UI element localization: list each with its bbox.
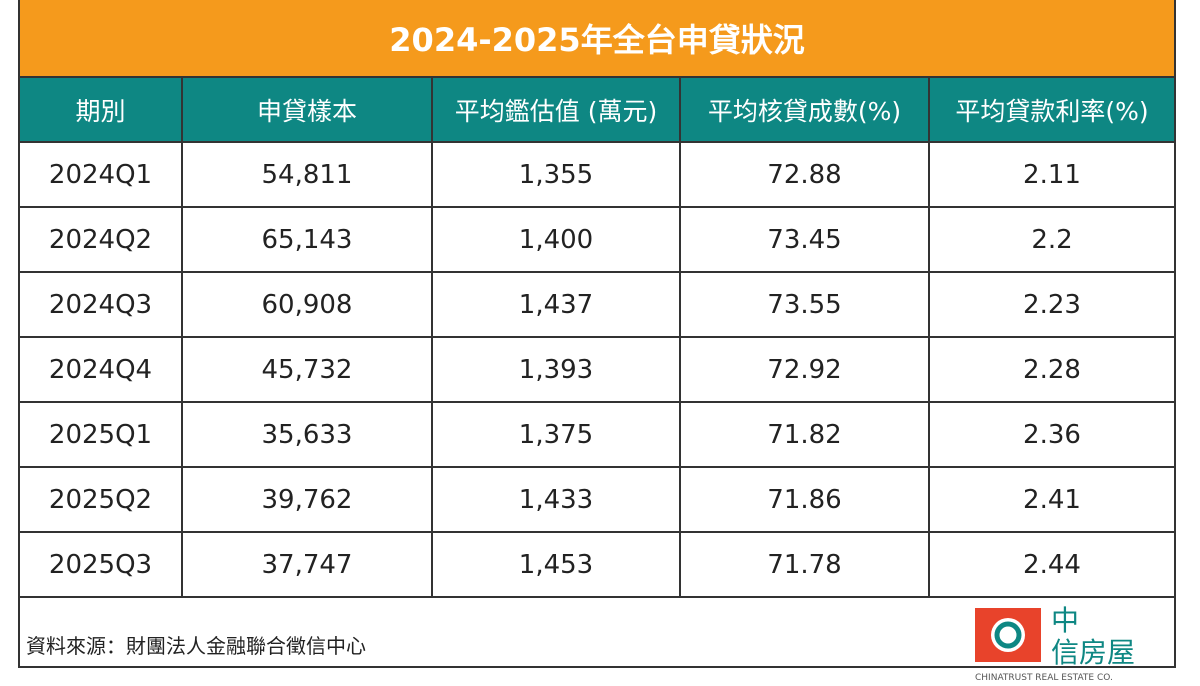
table-cell: 71.78 (679, 531, 930, 598)
table-cell: 2.36 (928, 401, 1174, 468)
table-body: 2024Q1 54,811 1,355 72.88 2.11 2024Q2 65,143 1,… (20, 141, 1174, 598)
table-cell: 45,732 (181, 336, 433, 403)
table-cell: 2.41 (928, 466, 1174, 533)
logo-mark-ring (994, 621, 1022, 649)
table-cell: 2024Q4 (20, 336, 183, 403)
table-cell: 1,355 (431, 141, 681, 208)
table-cell: 2025Q1 (20, 401, 183, 468)
table-cell: 2.23 (928, 271, 1174, 338)
table-cell: 37,747 (181, 531, 433, 598)
table-row: 2024Q2 65,143 1,400 73.45 2.2 (20, 206, 1174, 273)
column-header: 申貸樣本 (181, 78, 433, 143)
table-cell: 71.82 (679, 401, 930, 468)
table-cell: 73.45 (679, 206, 930, 273)
loan-table: 期別 申貸樣本 平均鑑估值 (萬元) 平均核貸成數(%) 平均貸款利率(%) 2024Q… (20, 78, 1174, 598)
table-cell: 54,811 (181, 141, 433, 208)
table-cell: 1,393 (431, 336, 681, 403)
table-row: 2025Q2 39,762 1,433 71.86 2.41 (20, 466, 1174, 533)
table-row: 2024Q3 60,908 1,437 73.55 2.23 (20, 271, 1174, 338)
table-cell: 39,762 (181, 466, 433, 533)
table-cell: 72.92 (679, 336, 930, 403)
column-header: 期別 (20, 78, 183, 143)
table-cell: 2.2 (928, 206, 1174, 273)
table-cell: 1,453 (431, 531, 681, 598)
footer: 資料來源：財團法人金融聯合徵信中心 中 信房屋 CHINATRUST REAL … (20, 598, 1174, 686)
table-cell: 2.28 (928, 336, 1174, 403)
table-cell: 60,908 (181, 271, 433, 338)
table-cell: 1,375 (431, 401, 681, 468)
table-cell: 1,400 (431, 206, 681, 273)
table-cell: 2.11 (928, 141, 1174, 208)
title: 2024-2025年全台申貸狀況 (20, 0, 1174, 78)
table-cell: 2024Q2 (20, 206, 183, 273)
table-cell: 2024Q1 (20, 141, 183, 208)
table-cell: 2024Q3 (20, 271, 183, 338)
table-cell: 1,433 (431, 466, 681, 533)
infographic: 2024-2025年全台申貸狀況 期別 申貸樣本 平均鑑估值 (萬元) 平均核貸成數(… (18, 0, 1176, 683)
column-header: 平均貸款利率(%) (928, 78, 1174, 143)
table-cell: 2025Q3 (20, 531, 183, 598)
table-cell: 1,437 (431, 271, 681, 338)
table-cell: 73.55 (679, 271, 930, 338)
header-row: 期別 申貸樣本 平均鑑估值 (萬元) 平均核貸成數(%) 平均貸款利率(%) (20, 78, 1174, 143)
table-cell: 72.88 (679, 141, 930, 208)
table-row: 2024Q4 45,732 1,393 72.92 2.28 (20, 336, 1174, 403)
logo-name: 信房屋 (1051, 636, 1135, 669)
logo: 中 信房屋 CHINATRUST REAL ESTATE CO. (975, 604, 1135, 683)
table-row: 2025Q1 35,633 1,375 71.82 2.36 (20, 401, 1174, 468)
column-header: 平均鑑估值 (萬元) (431, 78, 681, 143)
table-cell: 35,633 (181, 401, 433, 468)
table-cell: 2.44 (928, 531, 1174, 598)
column-header: 平均核貸成數(%) (679, 78, 930, 143)
table-cell: 71.86 (679, 466, 930, 533)
table-row: 2024Q1 54,811 1,355 72.88 2.11 (20, 141, 1174, 208)
table-cell: 2025Q2 (20, 466, 183, 533)
table-row: 2025Q3 37,747 1,453 71.78 2.44 (20, 531, 1174, 598)
source-note: 資料來源：財團法人金融聯合徵信中心 (26, 634, 366, 658)
table-cell: 65,143 (181, 206, 433, 273)
logo-name: 中 (1051, 604, 1079, 637)
